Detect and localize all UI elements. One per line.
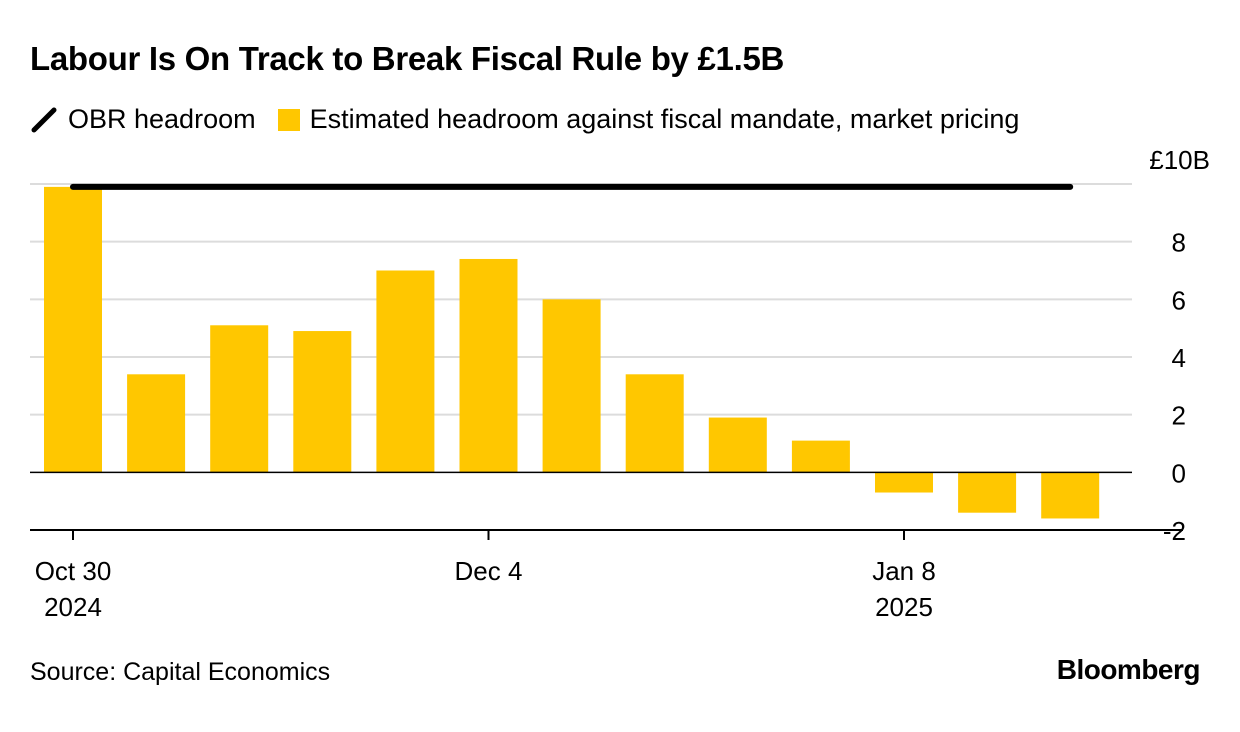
source-note: Source: Capital Economics — [30, 658, 331, 686]
legend-bar-swatch-icon — [277, 108, 300, 131]
x-tick-sublabel: 2025 — [875, 592, 933, 622]
legend: OBR headroom Estimated headroom against … — [30, 104, 1041, 135]
legend-item-obr-headroom: OBR headroom — [30, 104, 256, 135]
bar — [542, 299, 601, 473]
legend-line-icon — [31, 107, 57, 132]
x-tick-label: Oct 30 — [35, 556, 112, 586]
legend-line-label: OBR headroom — [68, 104, 256, 134]
bar — [210, 325, 269, 473]
y-tick-label: 6 — [1172, 285, 1186, 315]
chart-title: Labour Is On Track to Break Fiscal Rule … — [30, 40, 785, 77]
y-tick-label: 4 — [1172, 343, 1186, 373]
x-tick-label: Dec 4 — [455, 556, 523, 586]
y-tick-label: 8 — [1172, 228, 1186, 258]
bar — [708, 417, 767, 473]
bar — [459, 258, 518, 473]
y-tick-label: £10B — [1149, 145, 1210, 175]
bar — [1041, 472, 1100, 519]
bloomberg-logo: Bloomberg — [1056, 654, 1201, 685]
bar — [958, 472, 1017, 513]
y-tick-label: 2 — [1172, 401, 1186, 431]
bar — [293, 331, 352, 473]
legend-item-estimated-headroom: Estimated headroom against fiscal mandat… — [277, 104, 1020, 135]
legend-bar-label: Estimated headroom against fiscal mandat… — [309, 104, 1020, 134]
y-tick-label: 0 — [1172, 458, 1186, 488]
bar — [791, 440, 850, 473]
bar — [875, 472, 933, 493]
x-tick-label: Jan 8 — [872, 556, 936, 586]
bar — [127, 374, 186, 473]
bar — [376, 270, 435, 473]
bar — [625, 374, 684, 473]
bar — [44, 186, 102, 473]
x-tick-sublabel: 2024 — [44, 592, 102, 622]
